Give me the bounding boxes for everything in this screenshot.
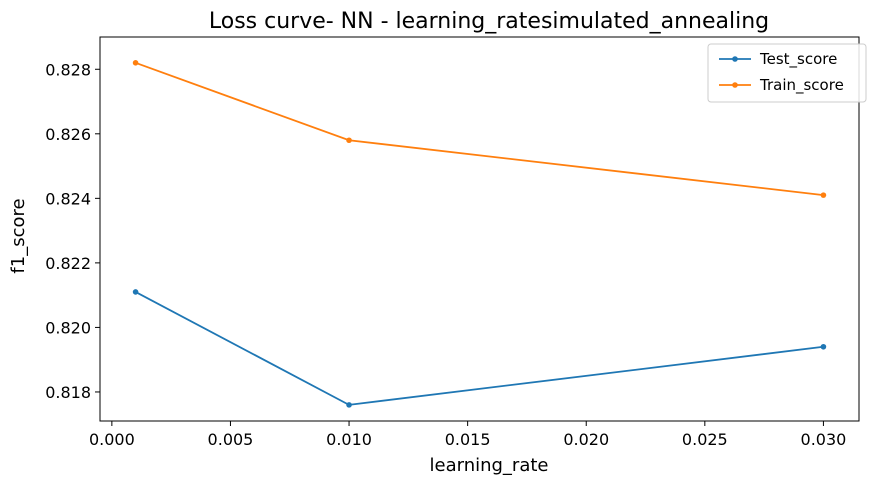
x-axis-label: learning_rate	[430, 455, 549, 476]
data-point-test_score	[820, 343, 827, 350]
legend-label-train_score: Train_score	[759, 76, 844, 95]
legend-marker-test_score	[732, 56, 738, 62]
data-point-test_score	[132, 289, 139, 295]
x-tick-label: 0.010	[326, 430, 372, 449]
plot-area: 0.000 0.005 0.010 0.015 0.020 0.025 0.030 0.818…	[45, 36, 860, 449]
legend: Test_score Train_score	[707, 43, 867, 103]
y-tick-label: 0.826	[45, 125, 91, 144]
x-tick-label: 0.015	[445, 430, 491, 449]
x-tick-label: 0.000	[89, 430, 135, 449]
data-point-test_score	[346, 402, 352, 408]
y-tick-label: 0.820	[45, 318, 91, 337]
series-line-test_score	[135, 291, 824, 406]
y-tick-label: 0.818	[45, 383, 91, 402]
plot-frame	[99, 36, 860, 422]
y-tick-label: 0.828	[45, 60, 91, 79]
data-point-train_score	[132, 60, 139, 66]
x-tick-label: 0.025	[682, 430, 728, 449]
y-tick-label: 0.824	[45, 189, 91, 208]
data-point-train_score	[346, 137, 352, 144]
x-tick-label: 0.005	[208, 430, 254, 449]
legend-label-test_score: Test_score	[759, 50, 837, 69]
y-axis-label: f1_score	[8, 198, 29, 273]
x-tick-label: 0.020	[563, 430, 609, 449]
y-tick-label: 0.822	[45, 254, 91, 273]
legend-marker-train_score	[732, 82, 738, 88]
data-point-train_score	[820, 192, 827, 198]
x-tick-label: 0.030	[801, 430, 847, 449]
chart-title: Loss curve- NN - learning_ratesimulated_…	[209, 9, 769, 34]
